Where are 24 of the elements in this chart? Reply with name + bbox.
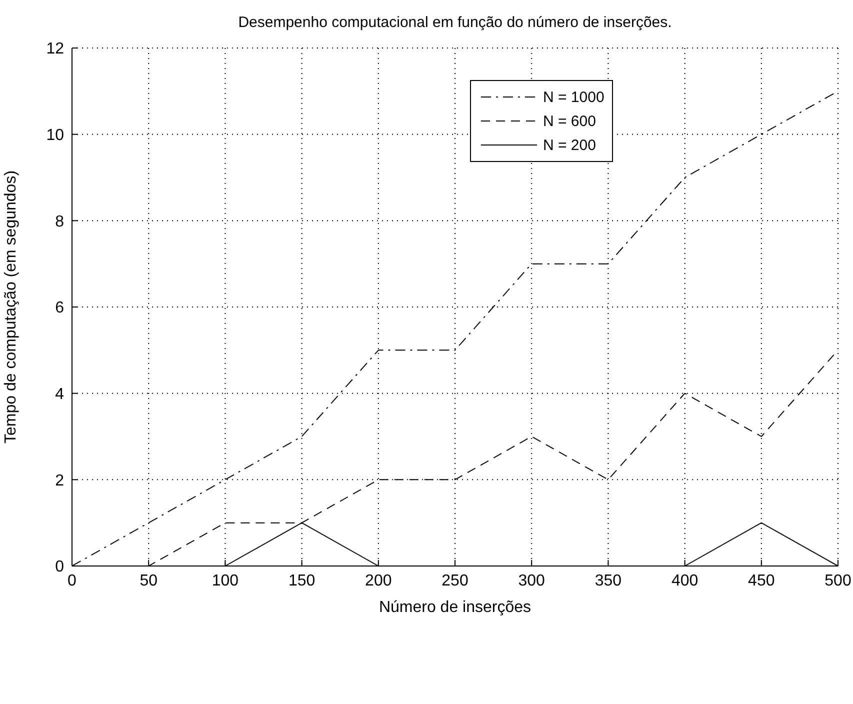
x-tick-label: 500 [824, 572, 852, 590]
y-tick-label: 4 [55, 386, 64, 404]
x-tick-label: 250 [442, 572, 468, 590]
x-tick-label: 50 [140, 572, 158, 590]
x-tick-label: 350 [594, 572, 622, 590]
x-tick-label: 400 [671, 572, 698, 590]
x-tick-label: 100 [212, 572, 239, 590]
legend-label: N = 200 [543, 136, 596, 154]
y-tick-label: 8 [55, 213, 64, 230]
legend-label: N = 600 [543, 112, 596, 130]
y-tick-label: 2 [55, 472, 64, 490]
x-tick-label: 300 [518, 572, 546, 590]
chart-title: Desempenho computacional em função do número de inserções. [237, 14, 673, 31]
x-tick-label: 0 [68, 572, 77, 590]
x-axis-title: Número de inserções [378, 599, 532, 616]
y-tick-label: 6 [55, 300, 64, 317]
x-tick-label: 200 [365, 572, 392, 590]
x-tick-label: 150 [288, 572, 316, 590]
y-tick-label: 10 [46, 127, 64, 144]
legend-label: N = 1000 [543, 88, 604, 106]
y-tick-label: 0 [55, 558, 64, 576]
x-tick-label: 450 [748, 572, 775, 590]
y-axis-title: Tempo de computação (em segundos) [2, 170, 20, 444]
y-tick-label: 12 [46, 40, 64, 58]
